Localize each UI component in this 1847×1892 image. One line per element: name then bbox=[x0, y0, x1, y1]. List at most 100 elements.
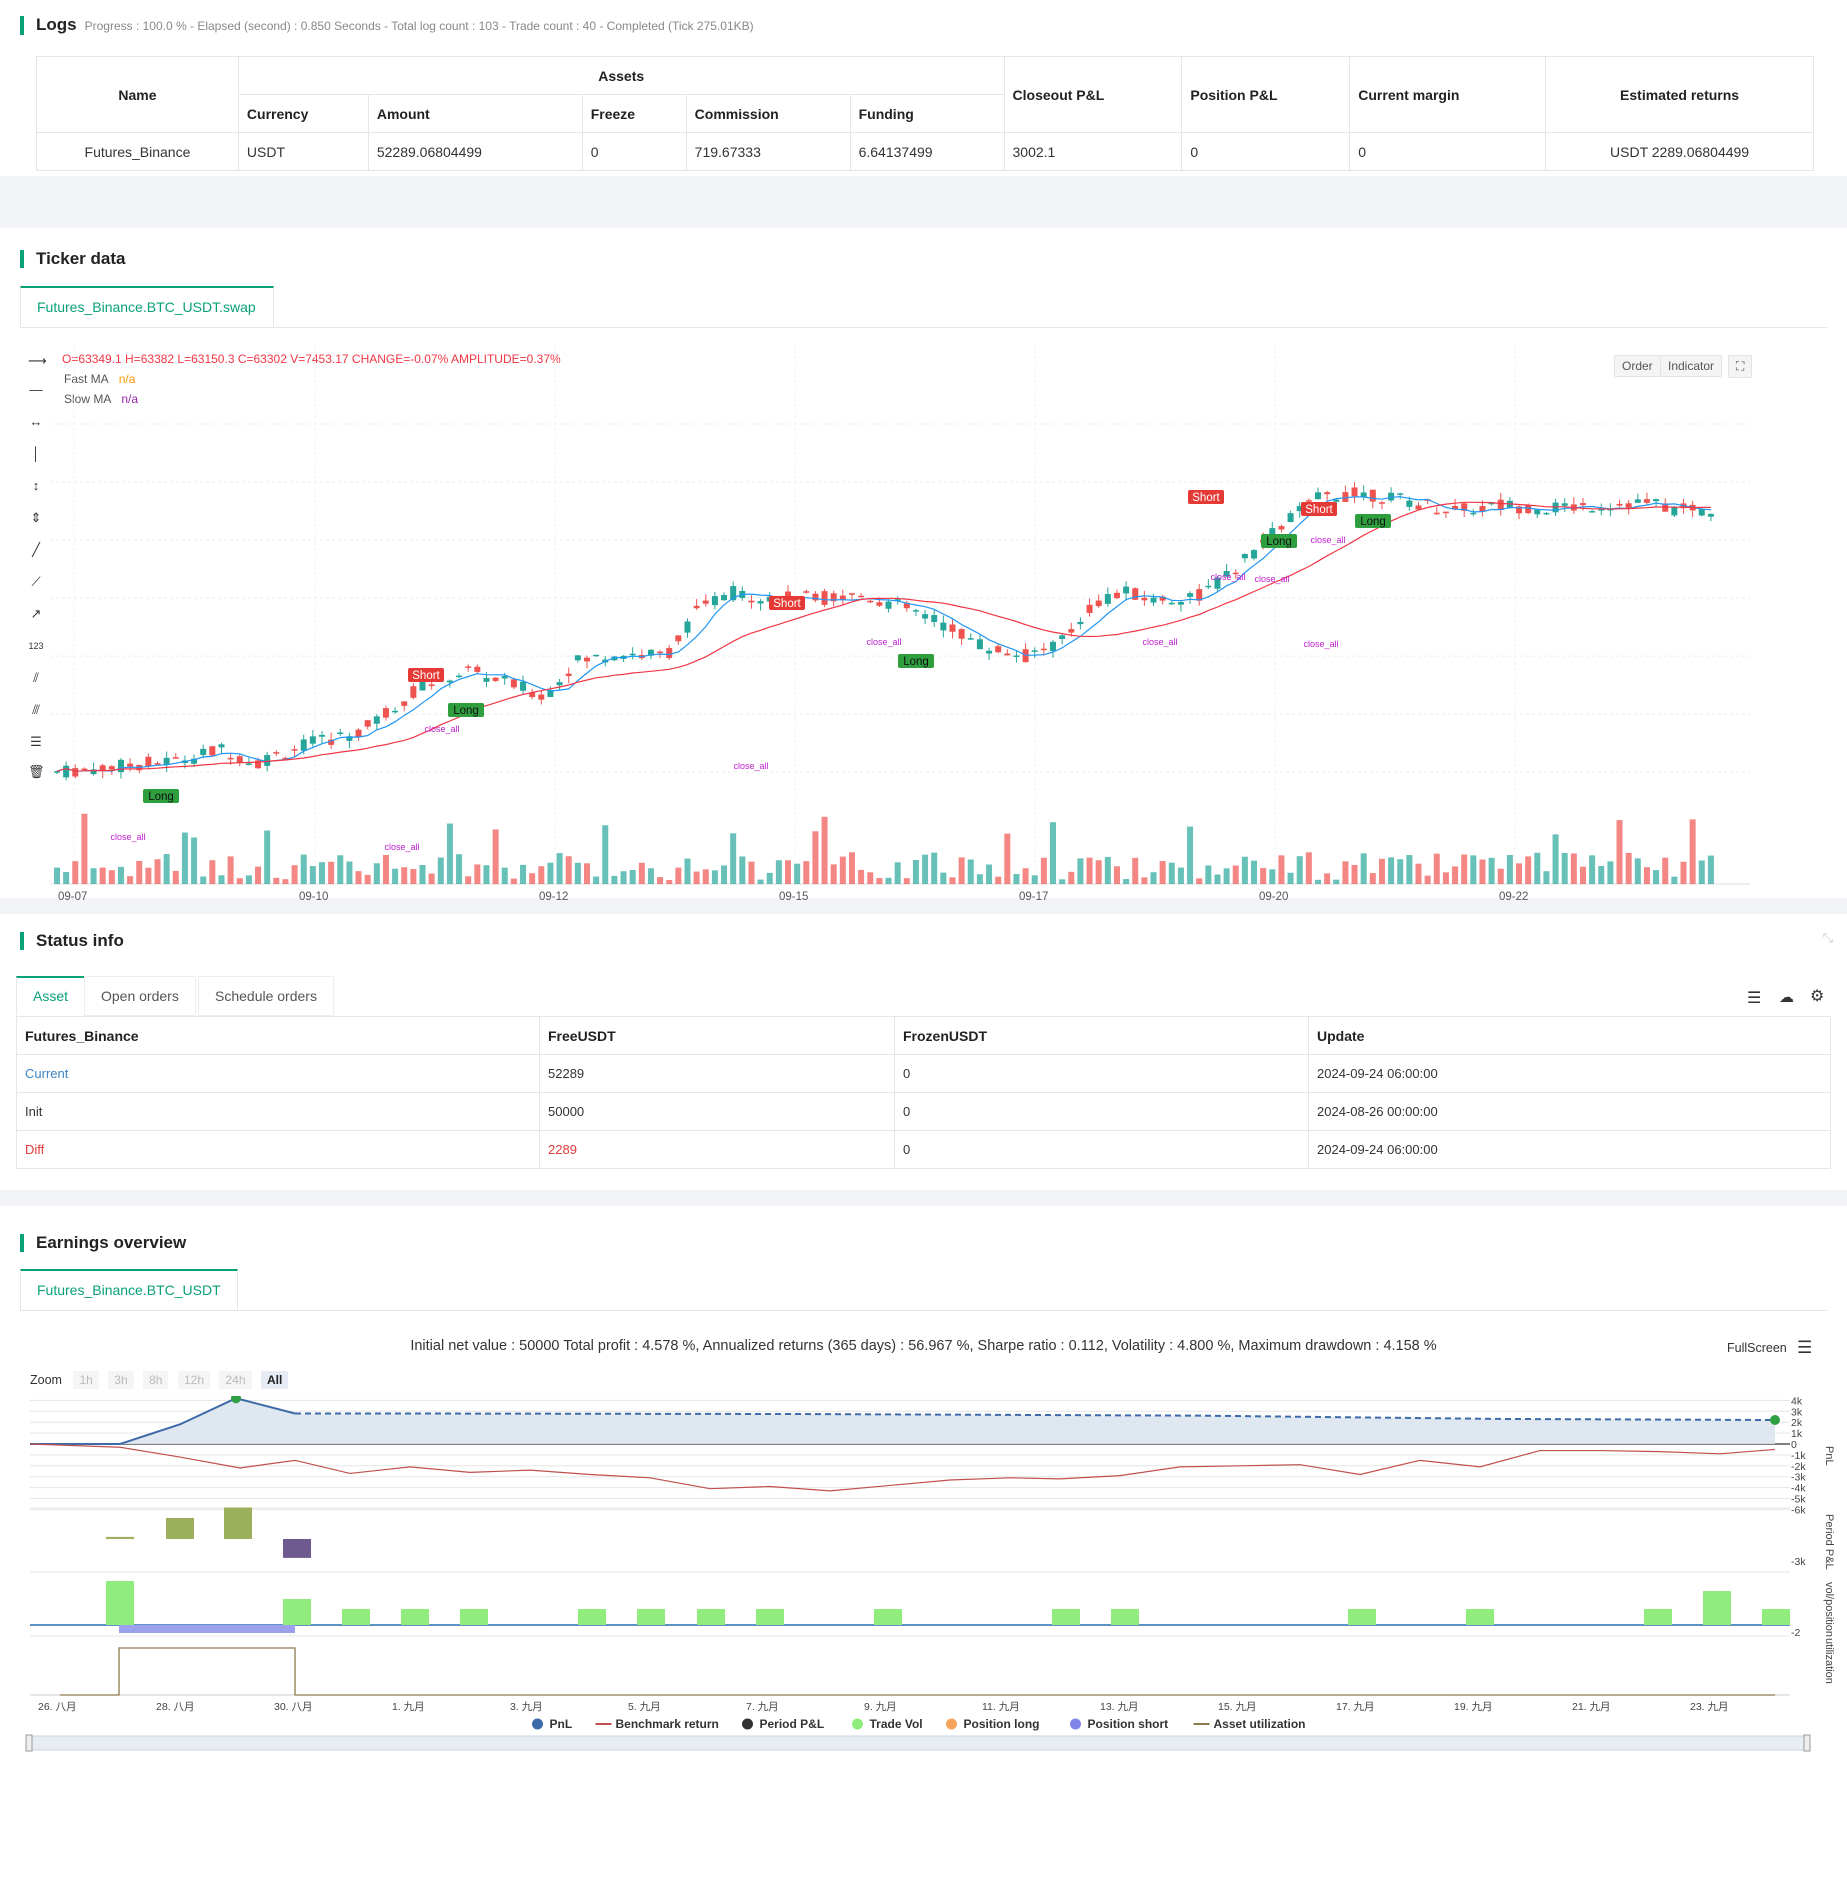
candle bbox=[547, 689, 554, 697]
candle bbox=[373, 716, 380, 724]
candlestick-chart[interactable]: 66,000.0064,000.0062,000.0060,000.0058,0… bbox=[50, 344, 1750, 904]
zoom-12h[interactable]: 12h bbox=[177, 1371, 210, 1389]
candle bbox=[702, 600, 709, 604]
trend-line-icon[interactable]: ╱ bbox=[32, 542, 40, 557]
volume-bar bbox=[976, 874, 983, 884]
volume-bar bbox=[117, 866, 124, 884]
volume-bar bbox=[867, 872, 874, 884]
ray-line-icon[interactable]: ⟋ bbox=[31, 574, 41, 589]
cell-commission: 719.67333 bbox=[685, 132, 851, 171]
candle bbox=[456, 675, 463, 678]
volume-bar bbox=[748, 861, 755, 884]
volume-bar bbox=[218, 875, 225, 884]
close-all-marker: close_all bbox=[1303, 639, 1338, 649]
tab-asset[interactable]: Asset bbox=[16, 976, 86, 1016]
zoom-8h[interactable]: 8h bbox=[143, 1371, 169, 1389]
vertical-segment-icon[interactable]: ↕ bbox=[32, 478, 40, 493]
zoom-24h[interactable]: 24h bbox=[219, 1371, 252, 1389]
x-date-label: 5. 九月 bbox=[628, 1701, 661, 1713]
candle bbox=[967, 638, 974, 640]
price-label-icon[interactable]: 123 bbox=[28, 641, 44, 651]
volume-bar bbox=[912, 860, 919, 884]
gear-icon[interactable]: ⚙ bbox=[1810, 988, 1825, 1005]
tab-open-orders[interactable]: Open orders bbox=[84, 976, 196, 1016]
volume-bar bbox=[858, 869, 865, 884]
cell-update: 2024-09-24 06:00:00 bbox=[1308, 1130, 1831, 1169]
candle bbox=[1132, 588, 1139, 600]
col-frozen: FrozenUSDT bbox=[894, 1016, 1309, 1055]
long-marker: Long bbox=[1261, 534, 1297, 548]
vertical-line-icon[interactable]: │ bbox=[31, 446, 41, 461]
candle bbox=[474, 666, 481, 672]
volume-bar bbox=[1159, 861, 1166, 884]
volume-bar bbox=[1452, 866, 1459, 884]
trade-vol-bar bbox=[342, 1609, 370, 1625]
pnl-peak-point bbox=[231, 1396, 241, 1404]
horizontal-ray-icon[interactable]: ↔ bbox=[29, 414, 43, 429]
order-button[interactable]: Order bbox=[1614, 355, 1661, 377]
candle bbox=[647, 649, 654, 656]
volume-bar bbox=[529, 873, 536, 884]
tab-schedule-orders[interactable]: Schedule orders bbox=[198, 976, 334, 1016]
arrow-line-icon[interactable]: ↗ bbox=[30, 606, 42, 621]
long-marker: Long bbox=[898, 654, 934, 668]
candle bbox=[821, 591, 828, 605]
earnings-chart[interactable]: 5k4k3k2k1k0-1k-2k-3k-4k-5k-6kPnL-3kPerio… bbox=[0, 1396, 1847, 1892]
candle bbox=[657, 651, 664, 654]
legend-item-benchmark-return: Benchmark return bbox=[595, 1717, 719, 1731]
cursor-icon[interactable]: ⟶ bbox=[28, 353, 47, 368]
parallel-channel-icon[interactable]: ⫽ bbox=[33, 670, 39, 685]
candle bbox=[1598, 509, 1605, 511]
candle bbox=[1113, 592, 1120, 599]
volume-bar bbox=[1552, 834, 1559, 884]
volume-bar bbox=[318, 862, 325, 884]
candle bbox=[1214, 577, 1221, 589]
tab-earnings-symbol[interactable]: Futures_Binance.BTC_USDT bbox=[20, 1269, 238, 1311]
status-panel: Status info ⤡ Asset Open orders Schedule… bbox=[0, 914, 1847, 1190]
volume-bar bbox=[1214, 874, 1221, 884]
candle bbox=[593, 654, 600, 657]
col-returns: Estimated returns bbox=[1545, 56, 1814, 133]
svg-text:Long: Long bbox=[903, 656, 929, 668]
candles bbox=[54, 482, 1714, 781]
collapse-icon[interactable]: ⤡ bbox=[1822, 930, 1833, 945]
indicator-button[interactable]: Indicator bbox=[1660, 355, 1723, 377]
fib-icon[interactable]: ⫻ bbox=[32, 702, 40, 717]
volume-bar bbox=[1150, 872, 1157, 884]
volume-bar bbox=[1589, 855, 1596, 884]
candle bbox=[1461, 503, 1468, 511]
row-label-current[interactable]: Current bbox=[16, 1054, 540, 1093]
fib-retracement-icon[interactable]: ☰ bbox=[30, 734, 42, 749]
x-date-label: 13. 九月 bbox=[1100, 1701, 1139, 1713]
fullscreen-button[interactable]: FullScreen bbox=[1727, 1341, 1787, 1355]
x-tick-label: 09-20 bbox=[1259, 891, 1288, 903]
cloud-download-icon[interactable]: ☁ bbox=[1779, 989, 1794, 1006]
zoom-all[interactable]: All bbox=[261, 1371, 289, 1389]
vertical-ray-icon[interactable]: ⇕ bbox=[30, 510, 42, 525]
x-date-label: 28. 八月 bbox=[156, 1701, 195, 1713]
trade-vol-bar bbox=[1703, 1591, 1731, 1625]
horizontal-line-icon[interactable]: — bbox=[29, 382, 43, 397]
trash-icon[interactable]: 🗑 bbox=[28, 764, 45, 779]
candle bbox=[282, 757, 289, 760]
menu-icon[interactable]: ☰ bbox=[1747, 990, 1762, 1007]
expand-icon[interactable]: ⛶ bbox=[1728, 355, 1753, 378]
candle bbox=[711, 596, 718, 606]
tab-ticker-symbol[interactable]: Futures_Binance.BTC_USDT.swap bbox=[20, 286, 274, 328]
volume-bar bbox=[273, 877, 280, 884]
x-tick-label: 09-10 bbox=[299, 891, 328, 903]
volume-bar bbox=[300, 854, 307, 884]
hamburger-icon[interactable]: ☰ bbox=[1797, 1338, 1813, 1357]
candle bbox=[1095, 600, 1102, 607]
cell-free: 52289 bbox=[539, 1054, 895, 1093]
cell-free: 2289 bbox=[539, 1130, 895, 1169]
candle bbox=[1333, 499, 1340, 502]
zoom-1h[interactable]: 1h bbox=[73, 1371, 99, 1389]
volume-bar bbox=[1305, 852, 1312, 884]
volume-bar bbox=[949, 877, 956, 884]
volume-bar bbox=[730, 833, 737, 884]
candle bbox=[291, 749, 298, 751]
zoom-3h[interactable]: 3h bbox=[108, 1371, 134, 1389]
candle bbox=[1707, 513, 1714, 517]
candle bbox=[894, 599, 901, 601]
